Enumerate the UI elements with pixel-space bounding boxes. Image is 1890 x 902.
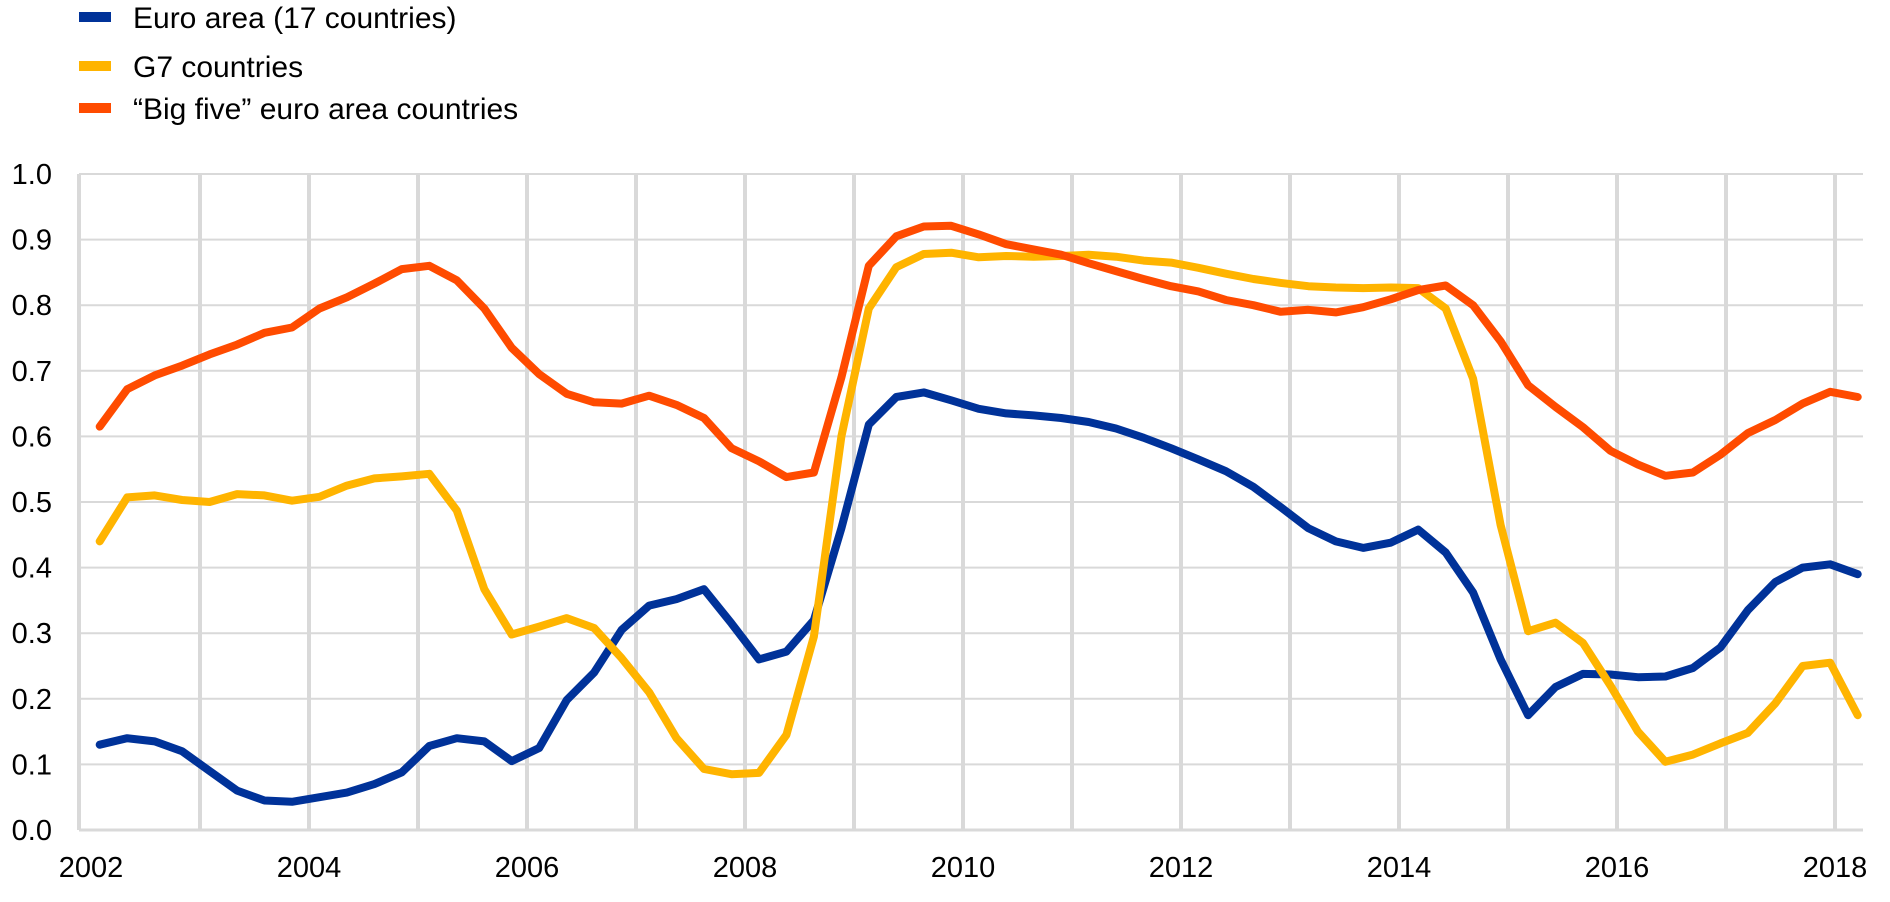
x-tick-label: 2006 xyxy=(495,852,560,884)
x-tick-label: 2008 xyxy=(713,852,778,884)
legend-label: “Big five” euro area countries xyxy=(133,93,518,126)
x-tick-label: 2014 xyxy=(1367,852,1432,884)
x-tick-label: 2012 xyxy=(1149,852,1214,884)
y-tick-label: 0.2 xyxy=(12,684,52,716)
y-tick-label: 0.5 xyxy=(12,487,52,519)
y-tick-label: 0.3 xyxy=(12,618,52,650)
legend-swatch xyxy=(79,12,111,22)
legend: Euro area (17 countries) G7 countries “Big… xyxy=(79,2,518,126)
y-tick-label: 0.1 xyxy=(12,749,52,781)
legend-label: G7 countries xyxy=(133,51,303,84)
series-line-1 xyxy=(95,248,1862,779)
y-tick-label: 0.6 xyxy=(12,421,52,453)
x-tick-label: 2018 xyxy=(1803,852,1868,884)
x-tick-label: 2010 xyxy=(931,852,996,884)
x-tick-label: 2002 xyxy=(59,852,124,884)
axes: 0.0 0.1 0.2 0.3 0.4 0.5 0.6 0.7 0.8 0.9 1.0 2002 200… xyxy=(12,159,1868,884)
y-tick-label: 0.9 xyxy=(12,225,52,257)
y-tick-label: 0.0 xyxy=(12,815,52,847)
x-tick-label: 2004 xyxy=(277,852,342,884)
legend-swatch xyxy=(79,61,111,71)
y-tick-label: 0.8 xyxy=(12,290,52,322)
legend-label: Euro area (17 countries) xyxy=(133,2,457,35)
y-tick-label: 0.7 xyxy=(12,356,52,388)
series-lines xyxy=(95,221,1862,806)
y-tick-label: 0.4 xyxy=(12,553,52,585)
y-tick-label: 1.0 xyxy=(12,159,52,191)
series-line-0 xyxy=(95,388,1862,806)
legend-swatch xyxy=(79,103,111,113)
grid xyxy=(77,173,1863,830)
x-tick-label: 2016 xyxy=(1585,852,1650,884)
series-line-2 xyxy=(95,221,1862,482)
